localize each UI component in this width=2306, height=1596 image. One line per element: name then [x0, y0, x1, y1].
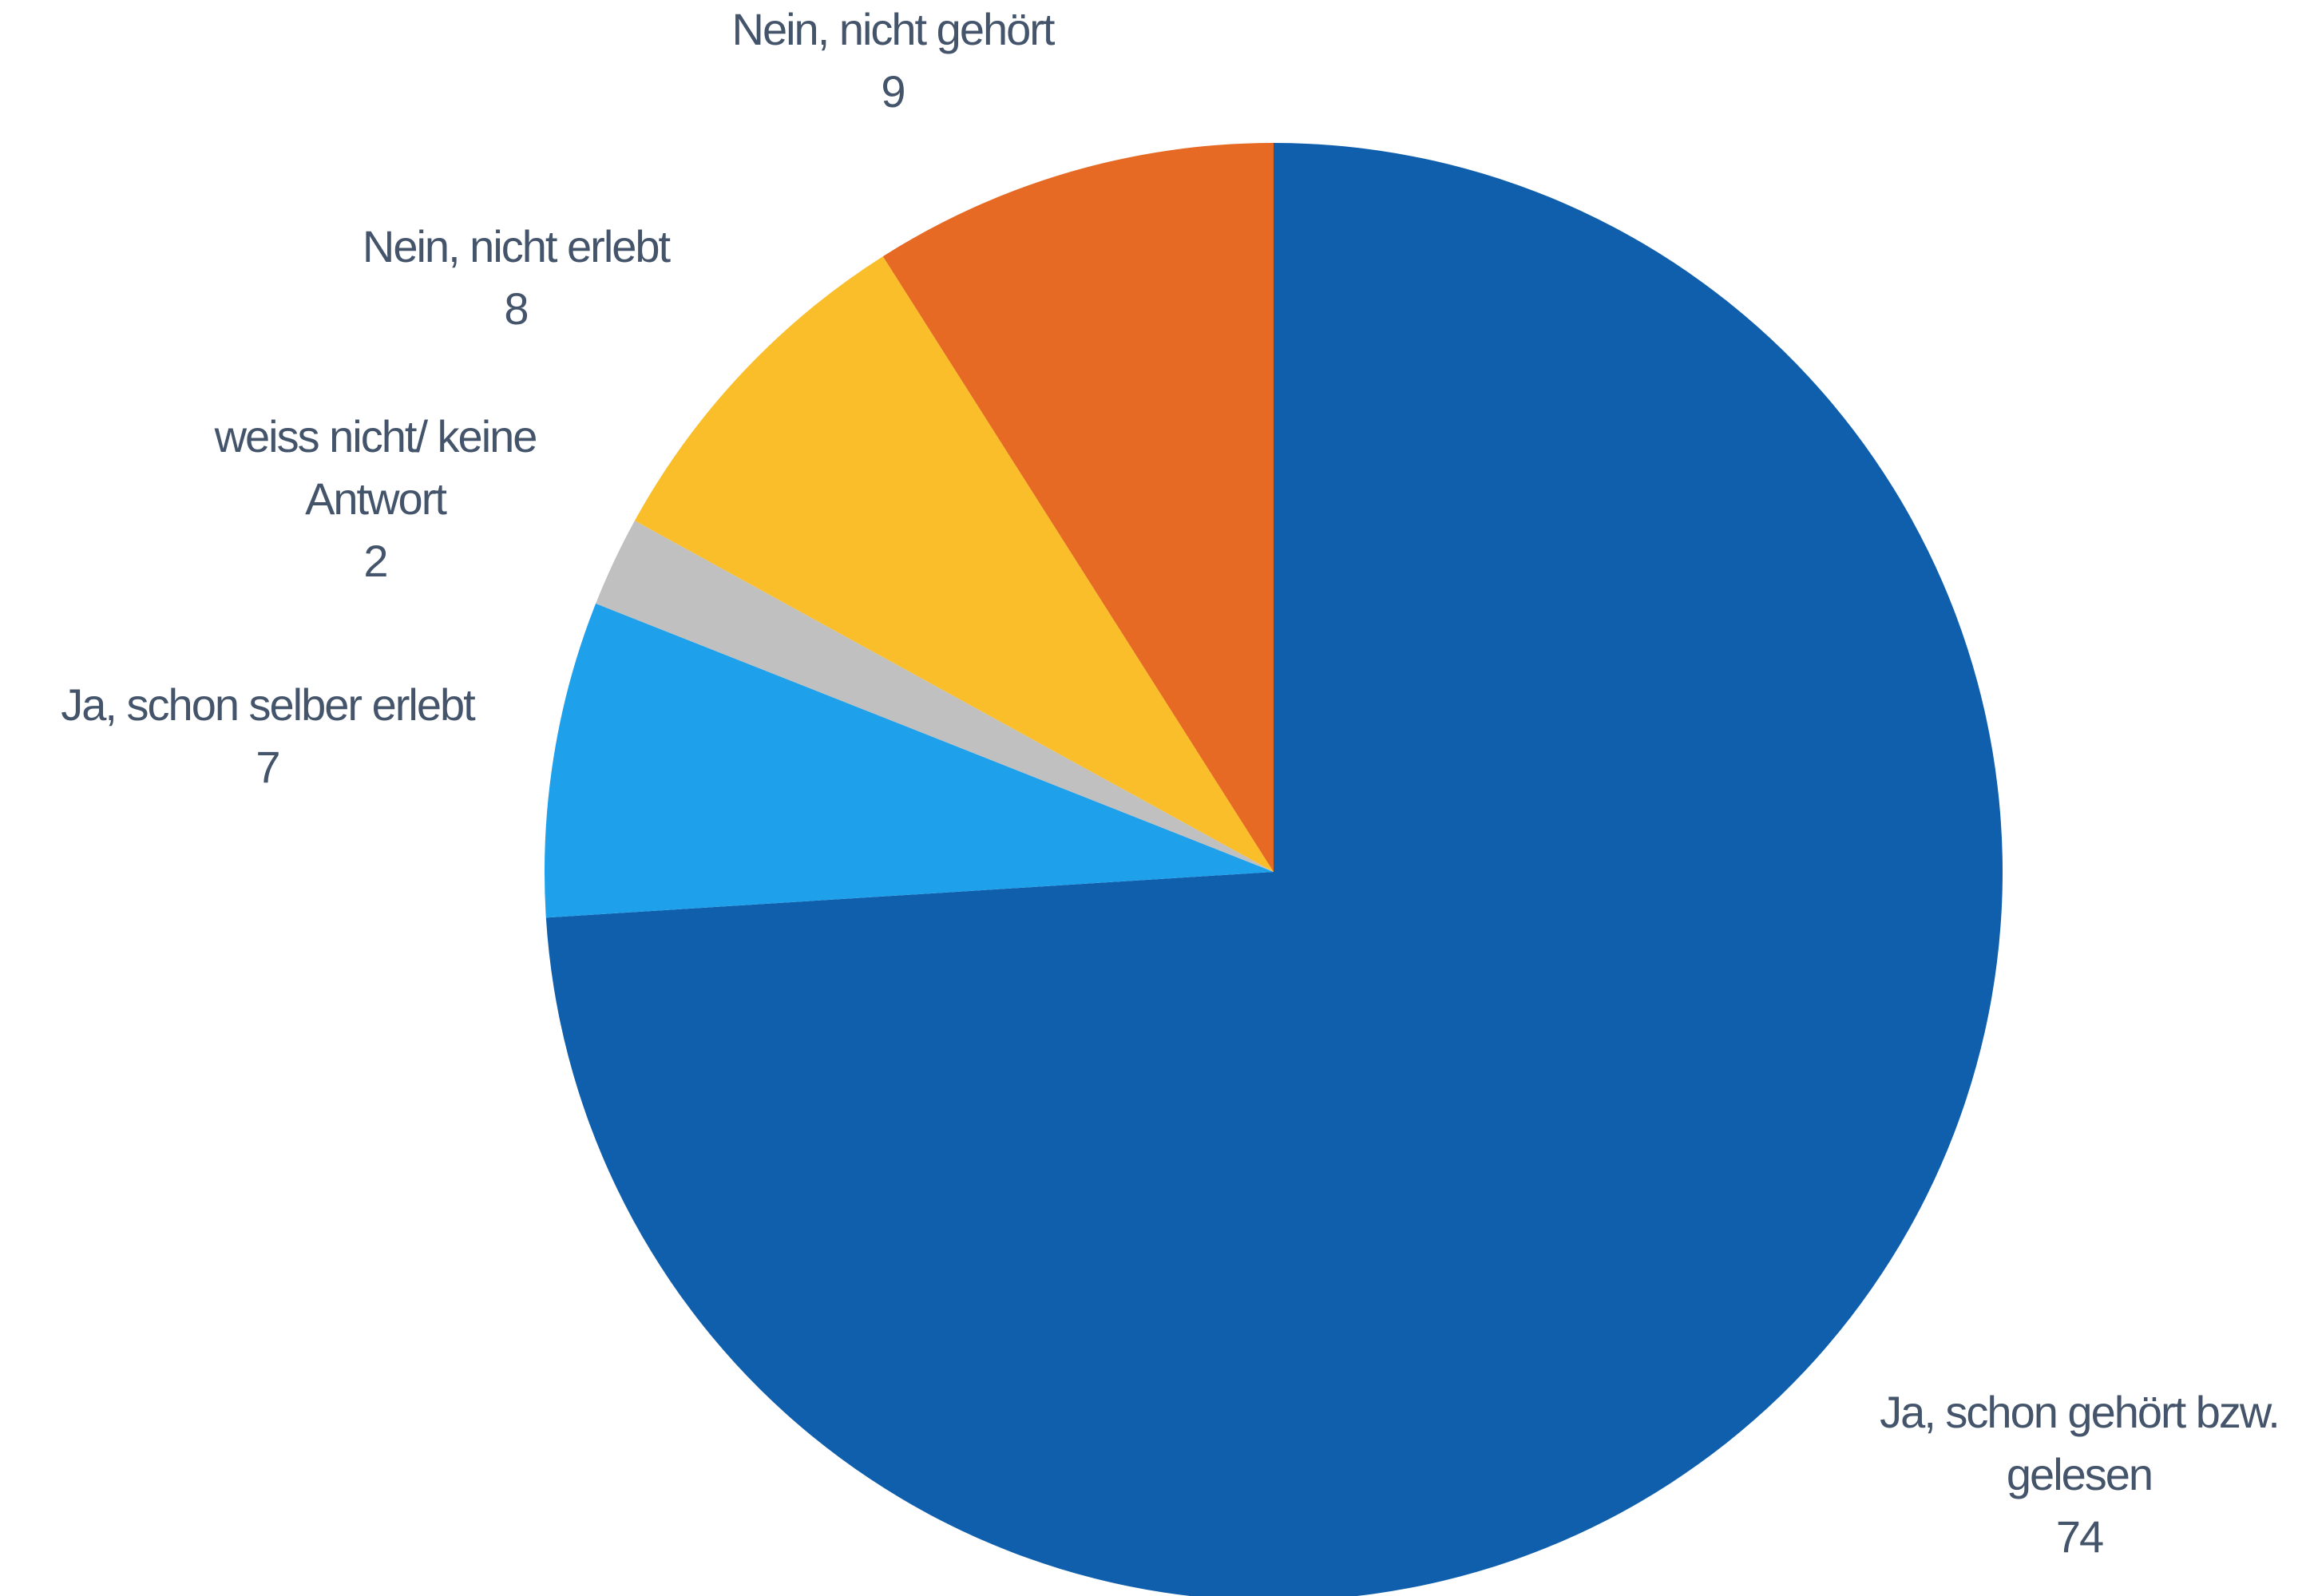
pie-slice-value: 7	[256, 742, 279, 792]
pie-slice-value: 2	[363, 536, 386, 586]
pie-slices	[544, 143, 2003, 1596]
pie-slice-label-0: Ja, schon gehört bzw. gelesen 74	[1880, 1387, 2279, 1562]
pie-slice-category: gelesen	[2007, 1449, 2152, 1499]
pie-slice-label-2: weiss nicht/ keine Antwort 2	[214, 411, 537, 586]
pie-slice-3	[634, 256, 1274, 872]
pie-slice-value: 74	[2056, 1511, 2103, 1562]
pie-slice-category: Ja, schon gehört bzw.	[1880, 1387, 2279, 1437]
pie-slice-0	[545, 143, 2003, 1596]
pie-slice-category: Nein, nicht gehört	[732, 4, 1056, 54]
pie-slice-category: weiss nicht/ keine	[214, 411, 537, 461]
pie-slice-2	[596, 521, 1274, 872]
pie-slice-label-4: Nein, nicht gehört 9	[732, 4, 1056, 117]
pie-slice-category: Nein, nicht erlebt	[363, 221, 672, 271]
pie-slice-category: Ja, schon selber erlebt	[61, 679, 476, 730]
pie-slice-label-3: Nein, nicht erlebt 8	[363, 221, 672, 334]
pie-slice-label-1: Ja, schon selber erlebt 7	[61, 679, 476, 792]
pie-slice-value: 9	[881, 66, 904, 117]
pie-slice-1	[544, 603, 1274, 918]
pie-slice-value: 8	[504, 283, 527, 334]
pie-slice-4	[882, 143, 1274, 872]
pie-slice-category: Antwort	[305, 473, 447, 524]
